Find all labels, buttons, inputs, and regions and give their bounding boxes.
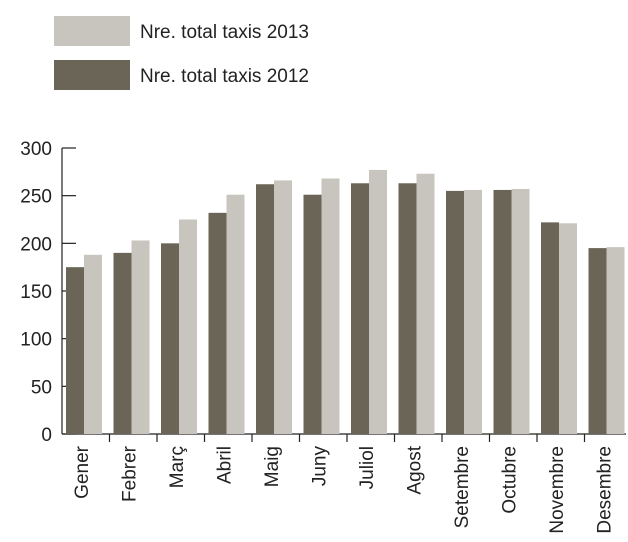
x-tick-label: Agost (405, 445, 426, 494)
x-tick-label: Juny (310, 446, 331, 487)
bar-2012-juny (303, 194, 322, 434)
bar-2013-maig (274, 180, 292, 434)
x-tick-label: Febrer (120, 445, 141, 502)
bar-series (66, 169, 625, 435)
bar-2013-abril (226, 194, 245, 434)
chart-legend: Nre. total taxis 2013 Nre. total taxis 20… (54, 16, 309, 90)
bar-2012-setembre (446, 190, 464, 434)
y-tick-label: 50 (31, 377, 52, 398)
bar-2013-desembre (606, 247, 625, 434)
bar-2012-agost (398, 183, 417, 434)
x-tick-label: Octubre (500, 446, 521, 514)
bar-2012-novembre (541, 222, 559, 434)
y-tick-label: 100 (20, 330, 52, 351)
x-tick-label: Setembre (452, 446, 473, 528)
bar-2013-juny (321, 178, 340, 434)
legend-swatch-2 (54, 60, 130, 90)
x-tick-label: Març (167, 446, 188, 488)
x-tick-label: Maig (262, 446, 283, 487)
bar-2013-gener (84, 254, 102, 434)
bar-2013-novembre (559, 223, 577, 434)
bar-2013-febrer (131, 240, 150, 434)
x-axis: Gener Febrer Març Abril Maig Juny Juliol Agost S… (62, 433, 626, 534)
bar-2012-març (161, 243, 179, 434)
x-tick-label: Gener (72, 445, 93, 498)
bar-2013-agost (416, 173, 435, 435)
bar-2012-maig (256, 184, 274, 434)
legend-label-2: Nre. total taxis 2012 (140, 66, 309, 87)
y-tick-label: 300 (20, 139, 52, 160)
bar-2013-octubre (511, 188, 530, 434)
bar-2012-gener (66, 267, 84, 434)
y-axis: 0 50 100 150 200 250 300 (20, 139, 76, 446)
y-tick-label: 250 (20, 187, 52, 208)
bar-2012-juliol (351, 183, 369, 434)
y-tick-label: 200 (20, 234, 52, 255)
bar-2012-octubre (493, 189, 512, 434)
x-tick-label: Novembre (547, 446, 568, 534)
legend-swatch-1 (54, 16, 130, 46)
bar-2012-febrer (113, 252, 132, 434)
x-tick-label: Desembre (595, 446, 616, 534)
bar-2012-abril (208, 212, 227, 434)
bar-2012-desembre (588, 248, 607, 434)
bar-2013-setembre (464, 189, 482, 434)
bar-2013-març (179, 219, 197, 434)
y-tick-label: 150 (20, 282, 52, 303)
bar-2013-juliol (369, 169, 387, 434)
legend-label-1: Nre. total taxis 2013 (140, 22, 309, 43)
y-tick-label: 0 (41, 425, 52, 446)
x-tick-label: Juliol (357, 446, 378, 489)
x-tick-label: Abril (215, 446, 236, 484)
